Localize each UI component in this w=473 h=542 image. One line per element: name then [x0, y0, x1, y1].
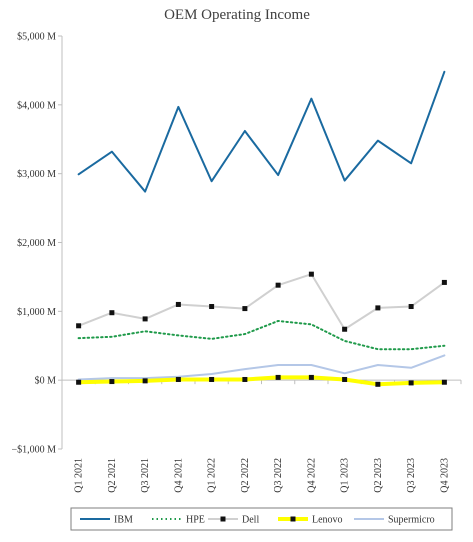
legend-label-ibm: IBM — [114, 515, 133, 526]
legend-label-dell: Dell — [242, 515, 259, 526]
y-tick-label: $5,000 M — [17, 32, 56, 43]
legend-label-hpe: HPE — [186, 515, 205, 526]
series-point-lenovo — [308, 374, 314, 380]
series-line-dell — [77, 273, 446, 331]
legend-label-lenovo: Lenovo — [312, 515, 343, 526]
series-point-lenovo — [76, 379, 82, 385]
series-point-lenovo — [441, 379, 447, 385]
x-tick-label: Q3 2023 — [406, 458, 417, 493]
series-point-dell — [342, 326, 348, 332]
legend-marker-dell — [220, 516, 226, 522]
legend-label-supermicro: Supermicro — [388, 515, 435, 526]
series-point-dell — [408, 304, 414, 310]
legend-box — [70, 507, 453, 531]
series-point-dell — [76, 323, 82, 329]
series-point-dell — [109, 310, 115, 316]
series-point-dell — [142, 316, 148, 322]
x-tick-label: Q4 2022 — [306, 458, 317, 493]
x-tick-label: Q2 2023 — [373, 458, 384, 493]
y-tick-label: $3,000 M — [17, 169, 56, 180]
series-point-lenovo — [242, 376, 248, 382]
series-point-lenovo — [175, 376, 181, 382]
y-tick-label: $0 M — [35, 376, 57, 387]
series-point-lenovo — [209, 376, 215, 382]
x-tick-label: Q1 2021 — [74, 458, 85, 493]
legend-marker-lenovo — [290, 516, 296, 522]
series-line-supermicro — [77, 354, 446, 381]
legend: IBM HPE Dell Lenovo Supermicro — [70, 507, 453, 531]
series-line-hpe — [77, 319, 446, 351]
y-tick-label: $4,000 M — [17, 100, 56, 111]
y-tick-label: $2,000 M — [17, 238, 56, 249]
series-point-dell — [308, 271, 314, 277]
series-point-lenovo — [109, 379, 115, 385]
y-tick-label: $1,000 M — [17, 307, 56, 318]
y-tick-label: −$1,000 M — [11, 445, 56, 456]
series-point-dell — [275, 282, 281, 288]
series-point-lenovo — [375, 381, 381, 387]
x-tick-label: Q3 2022 — [273, 458, 284, 493]
series-point-lenovo — [142, 378, 148, 384]
x-tick-label: Q1 2023 — [340, 458, 351, 493]
x-tick-label: Q2 2021 — [107, 458, 118, 493]
chart-title: OEM Operating Income — [164, 7, 310, 23]
series-line-lenovo — [76, 375, 447, 387]
x-tick-label: Q1 2022 — [207, 458, 218, 493]
series-point-dell — [375, 305, 381, 311]
x-tick-label: Q4 2021 — [173, 458, 184, 493]
x-tick-label: Q3 2021 — [140, 458, 151, 493]
x-tick-label: Q2 2022 — [240, 458, 251, 493]
series-point-lenovo — [275, 374, 281, 380]
series-point-dell — [441, 279, 447, 285]
plot-area: −$1,000 M $0 M $1,000 M $2,000 M $3,000 M $4,… — [11, 32, 462, 493]
series-point-dell — [242, 306, 248, 312]
x-tick-label: Q4 2023 — [439, 458, 450, 493]
series-point-lenovo — [408, 380, 414, 386]
series-line-ibm — [77, 70, 446, 193]
series-point-dell — [209, 304, 215, 310]
series-point-dell — [175, 301, 181, 307]
series-point-lenovo — [342, 376, 348, 382]
